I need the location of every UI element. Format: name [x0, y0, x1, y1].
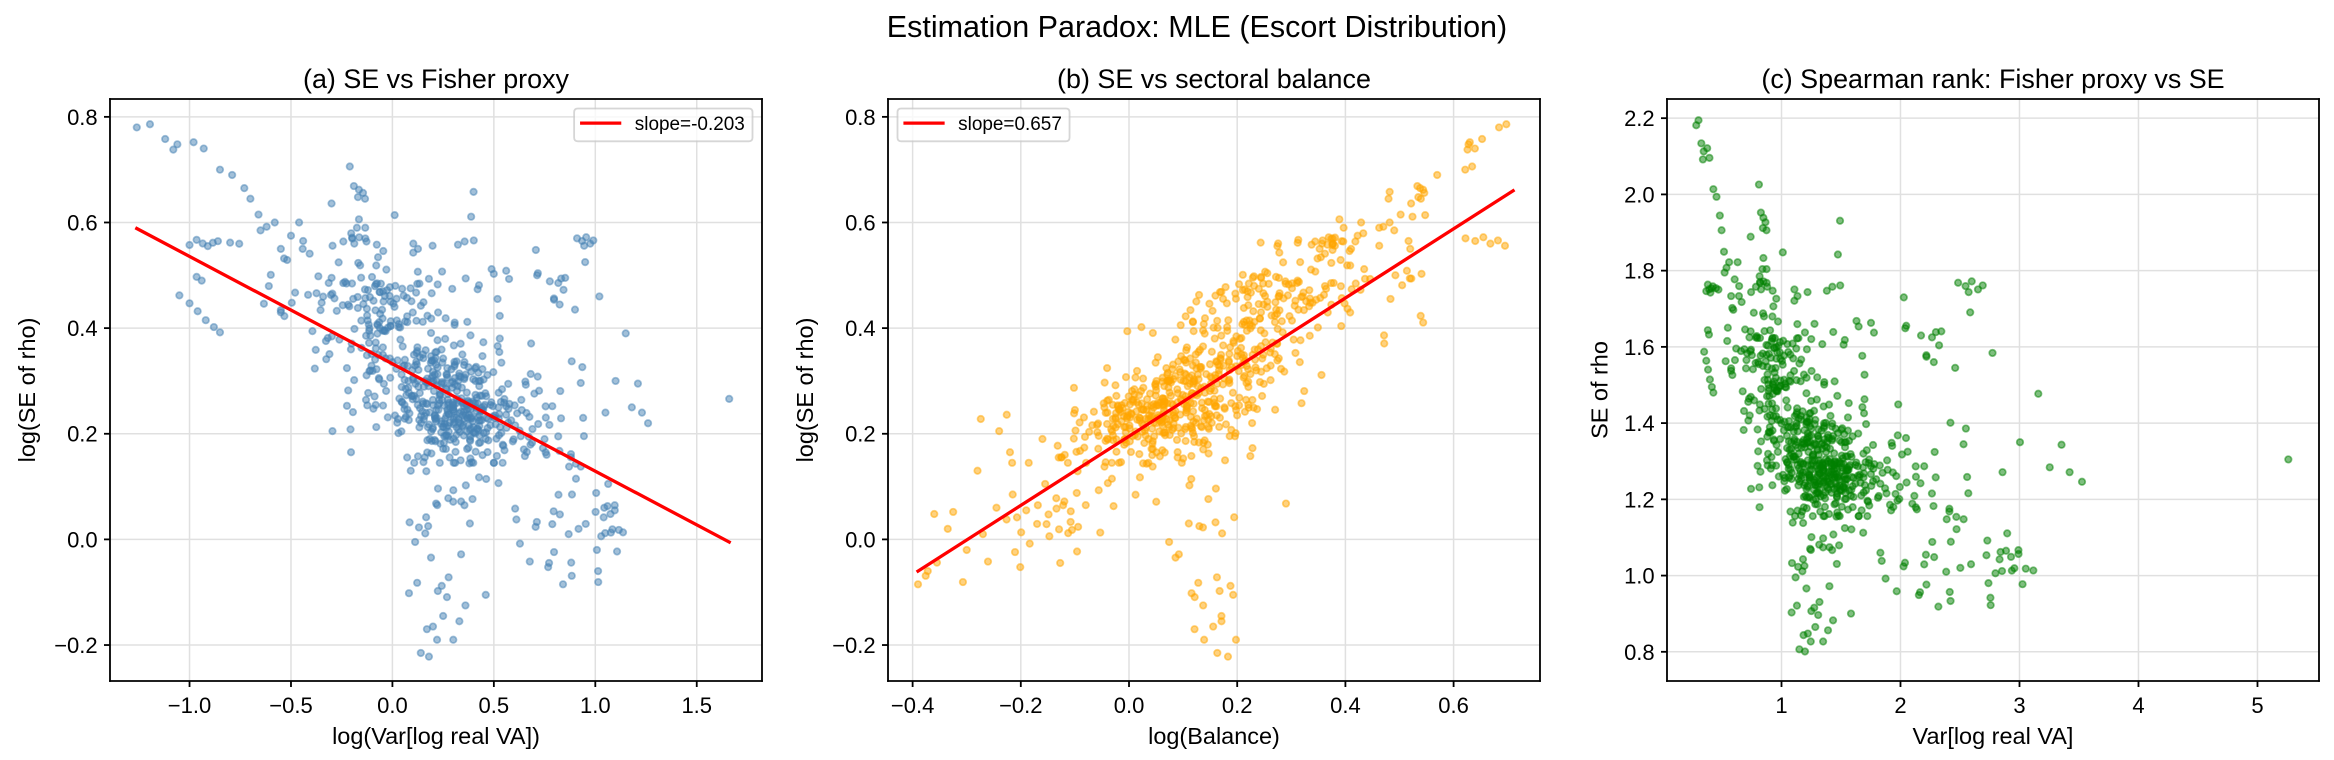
svg-text:0.6: 0.6 — [1438, 693, 1469, 718]
svg-text:1.6: 1.6 — [1624, 335, 1655, 360]
svg-text:3: 3 — [2013, 693, 2025, 718]
svg-text:−0.2: −0.2 — [54, 633, 97, 658]
svg-text:4: 4 — [2132, 693, 2144, 718]
svg-text:2.2: 2.2 — [1624, 106, 1655, 131]
svg-text:0.5: 0.5 — [479, 693, 510, 718]
svg-text:log(SE of rho): log(SE of rho) — [792, 318, 818, 463]
svg-text:−0.2: −0.2 — [999, 693, 1042, 718]
svg-text:1.5: 1.5 — [681, 693, 712, 718]
svg-text:0.0: 0.0 — [67, 527, 98, 552]
svg-text:−0.2: −0.2 — [832, 633, 875, 658]
svg-text:2: 2 — [1894, 693, 1906, 718]
svg-text:0.4: 0.4 — [1330, 693, 1361, 718]
svg-text:5: 5 — [2251, 693, 2263, 718]
svg-text:0.0: 0.0 — [377, 693, 408, 718]
svg-text:(b) SE vs sectoral balance: (b) SE vs sectoral balance — [1057, 64, 1371, 94]
svg-text:1.2: 1.2 — [1624, 487, 1655, 512]
svg-text:log(Var[log real VA]): log(Var[log real VA]) — [332, 723, 540, 749]
svg-text:0.0: 0.0 — [1114, 693, 1145, 718]
svg-text:slope=0.657: slope=0.657 — [958, 114, 1062, 135]
svg-text:2.0: 2.0 — [1624, 182, 1655, 207]
svg-text:0.2: 0.2 — [67, 422, 98, 447]
svg-text:0.4: 0.4 — [845, 316, 876, 341]
svg-text:(c) Spearman rank: Fisher prox: (c) Spearman rank: Fisher proxy vs SE — [1761, 64, 2224, 94]
svg-text:1.8: 1.8 — [1624, 259, 1655, 284]
svg-text:−0.5: −0.5 — [269, 693, 312, 718]
svg-text:0.8: 0.8 — [67, 105, 98, 130]
svg-text:0.6: 0.6 — [67, 210, 98, 235]
svg-text:Estimation Paradox: MLE (Escor: Estimation Paradox: MLE (Escort Distribu… — [887, 10, 1507, 44]
svg-text:1: 1 — [1775, 693, 1787, 718]
svg-text:0.6: 0.6 — [845, 210, 876, 235]
svg-text:−0.4: −0.4 — [891, 693, 934, 718]
svg-text:1.0: 1.0 — [580, 693, 611, 718]
svg-text:1.4: 1.4 — [1624, 411, 1655, 436]
svg-text:Var[log real VA]: Var[log real VA] — [1913, 723, 2074, 749]
svg-text:0.8: 0.8 — [845, 105, 876, 130]
svg-text:SE of rho: SE of rho — [1586, 341, 1612, 439]
svg-text:0.0: 0.0 — [845, 527, 876, 552]
svg-text:−1.0: −1.0 — [168, 693, 211, 718]
svg-text:slope=-0.203: slope=-0.203 — [635, 114, 745, 135]
svg-text:1.0: 1.0 — [1624, 564, 1655, 589]
svg-text:0.4: 0.4 — [67, 316, 98, 341]
svg-text:0.8: 0.8 — [1624, 640, 1655, 665]
svg-text:0.2: 0.2 — [1222, 693, 1253, 718]
svg-text:0.2: 0.2 — [845, 422, 876, 447]
svg-text:log(Balance): log(Balance) — [1148, 723, 1280, 749]
svg-text:(a) SE vs Fisher proxy: (a) SE vs Fisher proxy — [303, 64, 570, 94]
svg-text:log(SE of rho): log(SE of rho) — [14, 318, 40, 463]
